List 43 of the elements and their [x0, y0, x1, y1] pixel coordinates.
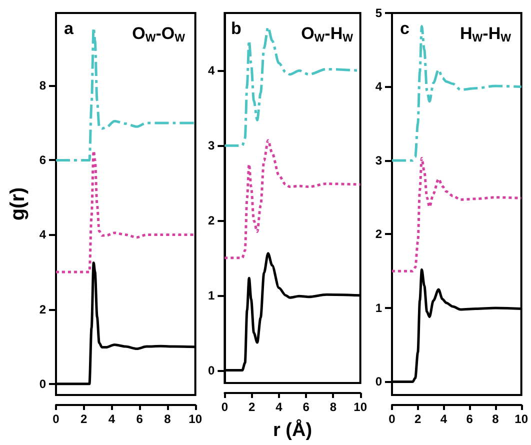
y-tick-label: 1 — [375, 300, 382, 315]
x-tick-label: 2 — [80, 412, 88, 426]
y-tick-label: 3 — [208, 138, 215, 153]
annotation: b — [231, 19, 242, 38]
line-series — [54, 26, 197, 162]
x-tick-label: 8 — [330, 400, 337, 414]
y-tick-label: 0 — [375, 374, 382, 389]
line-series — [390, 157, 523, 272]
y-tick-label: 0 — [39, 376, 46, 391]
x-tick-label: 2 — [248, 400, 256, 414]
x-tick-label: 0 — [388, 412, 396, 426]
y-tick-label: 1 — [208, 288, 215, 302]
y-tick-label: 4 — [375, 80, 382, 94]
x-tick-label: 6 — [466, 412, 474, 426]
x-tick-label: 10 — [354, 400, 368, 414]
x-tick-label: 0 — [221, 400, 228, 414]
y-tick-label: 0 — [208, 363, 215, 378]
x-tick-label: 10 — [514, 412, 528, 426]
x-tick-label: 8 — [492, 412, 500, 426]
y-axis-title: g(r) — [7, 187, 29, 221]
annotation: c — [400, 19, 410, 38]
x-tick-label: 10 — [188, 412, 202, 426]
y-tick-label: 3 — [375, 153, 382, 168]
x-tick-label: 4 — [108, 412, 116, 426]
x-tick-label: 4 — [440, 412, 448, 426]
y-tick-label: 6 — [39, 153, 46, 168]
y-tick-label: 8 — [39, 78, 46, 93]
x-tick-label: 0 — [52, 412, 60, 426]
line-series — [223, 139, 362, 260]
x-tick-label: 8 — [164, 412, 172, 426]
y-tick-label: 2 — [375, 227, 382, 242]
y-tick-label: 2 — [208, 213, 215, 228]
x-tick-label: 2 — [414, 412, 422, 426]
y-tick-label: 5 — [375, 6, 382, 20]
line-series — [390, 25, 523, 162]
x-tick-label: 6 — [136, 412, 144, 426]
y-tick-label: 4 — [39, 228, 46, 242]
x-tick-label: 6 — [302, 400, 310, 414]
y-tick-label: 2 — [39, 302, 46, 316]
x-axis-title: r (Å) — [272, 419, 312, 441]
x-tick-label: 4 — [276, 400, 283, 414]
annotation: a — [64, 19, 74, 38]
y-tick-label: 4 — [208, 64, 215, 78]
